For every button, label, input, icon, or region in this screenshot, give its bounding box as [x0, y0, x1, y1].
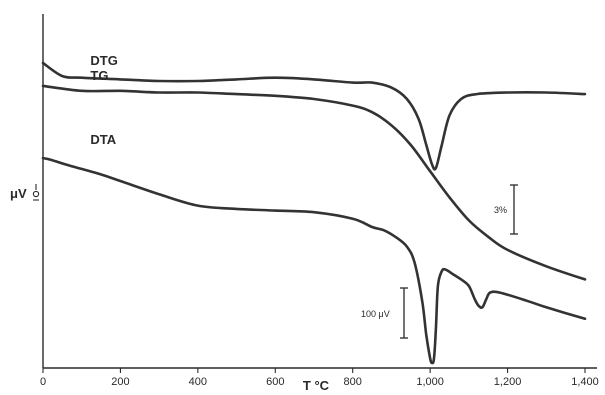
x-tick-label-0: 0	[40, 376, 46, 388]
dta-scale-bar: 100 μV	[361, 287, 408, 339]
x-tick-label-600: 600	[266, 376, 284, 388]
x-tick-label-1200: 1,200	[494, 376, 522, 388]
series-label-dtg: DTG	[90, 53, 117, 68]
y-axis-title: μV	[10, 186, 27, 201]
series-line-tg	[41, 84, 587, 281]
series-label-tg: TG	[90, 68, 108, 83]
x-tick-label-400: 400	[189, 376, 207, 388]
x-axis-title: T °C	[303, 378, 330, 393]
series-label-dta: DTA	[90, 132, 116, 147]
x-tick-label-200: 200	[111, 376, 129, 388]
y-reference-mark	[32, 184, 40, 201]
x-tick-label-1400: 1,400	[571, 376, 599, 388]
x-axis-ticks: 0 200 400 600 800 1,000 1,200 1,400	[40, 368, 599, 388]
series-line-dtg	[41, 61, 587, 171]
tg-scale-bar: 3%	[494, 184, 518, 235]
series-line-dta	[41, 156, 587, 365]
x-tick-label-1000: 1,000	[416, 376, 444, 388]
dta-scale-label: 100 μV	[361, 309, 390, 319]
x-tick-label-800: 800	[344, 376, 362, 388]
tg-scale-label: 3%	[494, 205, 507, 215]
curve-group	[41, 61, 587, 365]
